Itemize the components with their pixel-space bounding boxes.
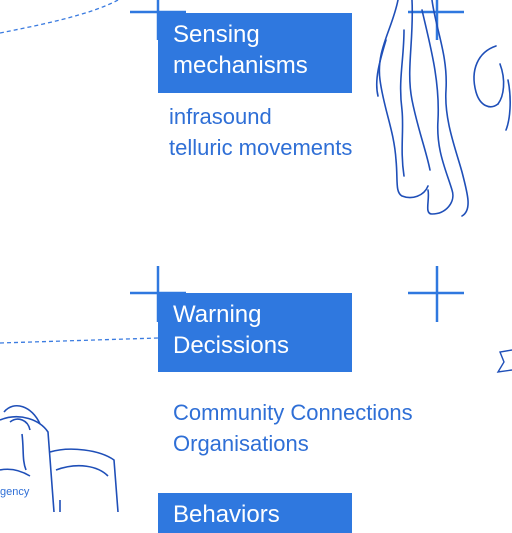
sensing-items-list: infrasound telluric movements (169, 101, 352, 163)
sensing-item-infrasound: infrasound (169, 104, 272, 129)
warning-items-list: Community Connections Organisations (173, 397, 413, 459)
star-sketch-icon (496, 349, 512, 373)
sensing-title-line-1: Sensing (173, 21, 260, 48)
dashed-connector-top (0, 0, 119, 34)
warning-title-line-1: Warning (173, 301, 262, 328)
behaviors-box: Behaviors (158, 493, 352, 533)
warning-item-organisations: Organisations (173, 431, 309, 456)
warning-title-line-2: Decissions (173, 332, 290, 359)
dashed-connector-middle (0, 337, 159, 344)
legs-sketch-icon (375, 0, 511, 217)
warning-item-community-connections: Community Connections (173, 400, 413, 425)
crosshair-marker-top-right (408, 0, 464, 40)
sketch-layer (0, 0, 512, 512)
sensing-item-telluric-movements: telluric movements (169, 135, 353, 160)
warning-decisions-box: Warning Decissions (158, 293, 352, 372)
sensing-mechanisms-box: Sensing mechanisms (158, 13, 352, 93)
bag-sketch-icon (0, 404, 119, 512)
sensing-title-line-2: mechanisms (173, 52, 308, 79)
behaviors-title-line-1: Behaviors (173, 501, 280, 528)
bag-tag-label: gency (0, 486, 30, 498)
crosshair-marker-middle-right (408, 266, 464, 322)
